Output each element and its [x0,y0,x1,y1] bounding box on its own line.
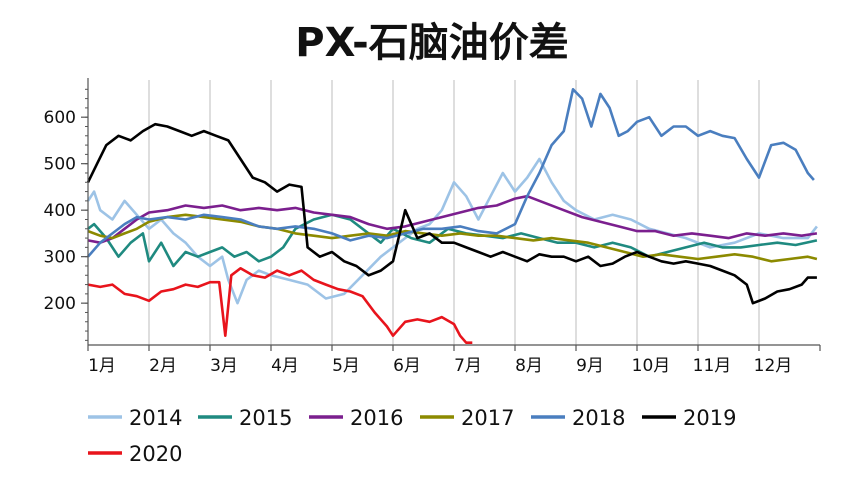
y-tick-label: 500 [44,155,76,175]
legend-label-2016: 2016 [350,406,403,430]
y-tick-label: 300 [44,248,76,268]
series-line-2020 [87,267,473,344]
vertical-gridlines [148,80,760,345]
legend: 2014 2015 2016 2017 2018 2019 2020 [88,406,736,466]
legend-label-2017: 2017 [461,406,514,430]
legend-label-2020: 2020 [129,442,182,466]
x-tick-label: 4月 [271,356,299,376]
x-tick-label: 12月 [754,356,793,376]
x-tick-label: 6月 [393,356,421,376]
x-tick-label: 2月 [149,356,177,376]
series-line-2014 [86,157,818,305]
series-line-2019 [86,122,817,305]
legend-label-2018: 2018 [572,406,625,430]
x-tick-label: 11月 [693,356,732,376]
series-line-2017 [87,213,818,263]
x-tick-label: 9月 [576,356,604,376]
legend-label-2019: 2019 [683,406,736,430]
series-line-2018 [87,88,815,258]
y-tick-label: 200 [44,294,76,314]
series-layer [86,88,818,344]
y-tick-label: 600 [44,108,76,128]
x-tick-label: 7月 [454,356,482,376]
legend-label-2015: 2015 [239,406,292,430]
x-tick-label: 8月 [515,356,543,376]
chart-title: PX-石脑油价差 [295,20,569,66]
x-tick-label: 3月 [210,356,238,376]
x-tick-label: 1月 [88,356,116,376]
x-tick-label: 10月 [632,356,671,376]
series-line-2016 [87,194,818,244]
legend-label-2014: 2014 [129,406,182,430]
x-tick-label: 5月 [332,356,360,376]
axes: 200 300 400 500 600 1月 2月 3月 4月 5月 6月 7月 8月 9月 10月 11月 1… [44,78,821,376]
y-tick-label: 400 [44,201,76,221]
